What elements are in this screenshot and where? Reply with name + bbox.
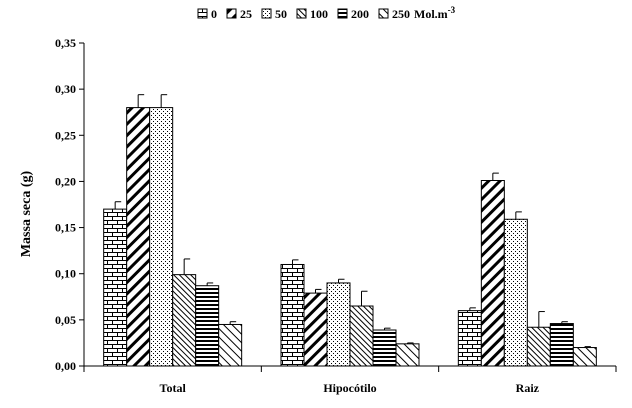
- legend-label-200: 200: [351, 7, 369, 21]
- y-tick-label: 0,30: [55, 82, 76, 96]
- bar-raiz-0: [457, 310, 482, 367]
- legend-swatch-200: [337, 8, 348, 19]
- x-category-label: Raiz: [516, 381, 540, 395]
- bar-total-250: [218, 323, 243, 367]
- bar-hipocótilo-200: [372, 329, 397, 367]
- legend-swatch-0: [197, 8, 208, 19]
- bar-raiz-250: [572, 347, 597, 367]
- y-tick-label: 0,00: [55, 359, 76, 373]
- bar-hipocótilo-0: [280, 263, 305, 367]
- bars: [103, 107, 597, 367]
- y-tick-label: 0,35: [55, 36, 76, 50]
- bar-total-25: [126, 107, 151, 367]
- y-tick-label: 0,20: [55, 174, 76, 188]
- y-tick-label: 0,05: [55, 313, 76, 327]
- bar-raiz-50: [503, 218, 528, 367]
- bar-raiz-25: [480, 180, 505, 367]
- legend-label-25: 25: [240, 7, 252, 21]
- y-axis-title: Massa seca (g): [19, 171, 34, 258]
- legend: 0 25 50 100 200 250 Mol.m-3: [197, 5, 456, 21]
- x-category-label: Total: [160, 381, 187, 395]
- bar-raiz-200: [549, 323, 574, 367]
- legend-unit: Mol.m-3: [414, 5, 456, 21]
- bar-hipocótilo-100: [349, 305, 374, 367]
- bar-total-0: [103, 208, 128, 367]
- legend-label-250: 250: [392, 7, 410, 21]
- bar-hipocótilo-25: [303, 292, 328, 367]
- legend-swatch-250: [378, 8, 389, 19]
- bar-total-50: [149, 107, 174, 367]
- bar-total-200: [195, 285, 220, 367]
- legend-swatch-25: [226, 8, 237, 19]
- x-axis: Total Hipocótilo Raiz: [83, 365, 617, 395]
- bar-raiz-100: [526, 326, 551, 367]
- legend-swatch-100: [296, 8, 307, 19]
- bar-hipocótilo-250: [395, 343, 420, 367]
- y-tick-label: 0,10: [55, 267, 76, 281]
- error-bars: [114, 94, 591, 348]
- y-tick-label: 0,25: [55, 128, 76, 142]
- bar-total-100: [172, 274, 197, 367]
- x-category-label: Hipocótilo: [323, 381, 376, 395]
- legend-swatch-50: [261, 8, 272, 19]
- legend-label-100: 100: [310, 7, 328, 21]
- y-tick-label: 0,15: [55, 221, 76, 235]
- legend-label-0: 0: [211, 7, 217, 21]
- y-axis: 0,00 0,05 0,10 0,15 0,20 0,25 0,30 0,35: [55, 36, 85, 373]
- bar-hipocótilo-50: [326, 282, 351, 367]
- legend-label-50: 50: [275, 7, 287, 21]
